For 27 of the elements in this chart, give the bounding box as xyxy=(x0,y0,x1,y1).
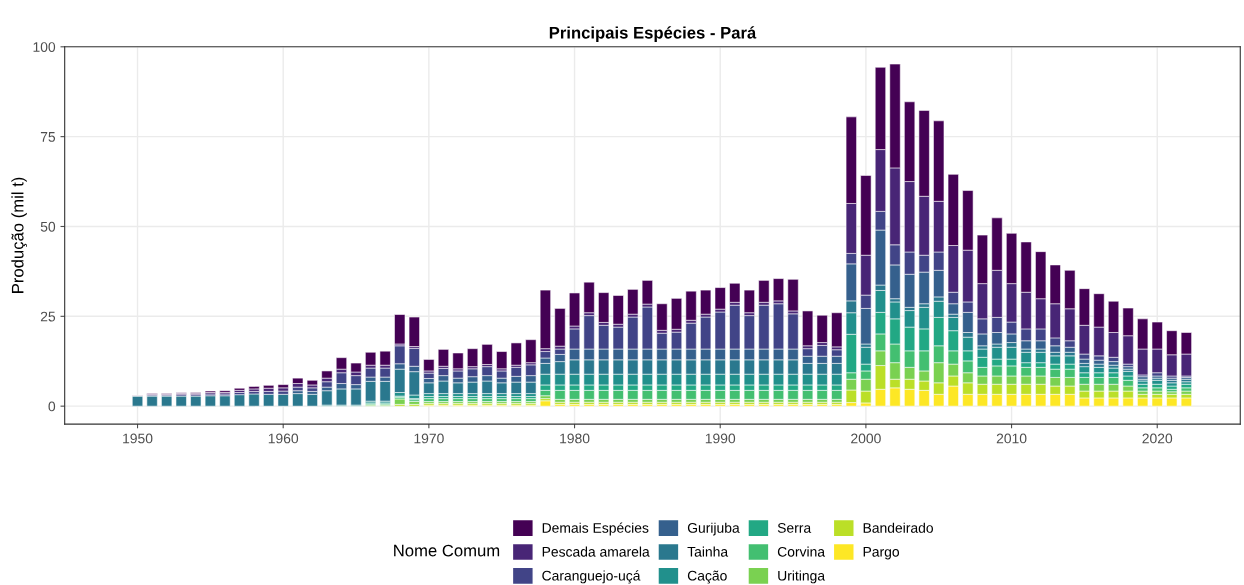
x-tick-label: 1980 xyxy=(560,433,590,444)
chart-title: Principais Espécies - Pará xyxy=(549,26,757,42)
legend-label: Cação xyxy=(687,570,727,584)
y-tick-label: 50 xyxy=(40,221,56,232)
legend-label: Pargo xyxy=(863,547,900,560)
x-tick-label: 2020 xyxy=(1142,433,1173,444)
y-tick-label: 25 xyxy=(40,311,56,322)
legend-label: Demais Espécies xyxy=(542,522,649,536)
legend-label: Tainha xyxy=(687,546,729,557)
x-tick-label: 1960 xyxy=(268,433,299,444)
x-tick-label: 1970 xyxy=(414,433,444,444)
legend-label: Gurijuba xyxy=(687,522,740,536)
legend-label: Bandeirado xyxy=(863,522,933,533)
y-axis-title: Produção (mil t) xyxy=(11,177,27,293)
legend-label: Caranguejo-uçá xyxy=(542,570,641,584)
legend-label: Serra xyxy=(777,522,812,533)
y-tick-label: 100 xyxy=(33,42,56,52)
legend-label: Pescada amarela xyxy=(542,546,650,557)
x-tick-label: 2010 xyxy=(996,433,1027,444)
y-tick-label: 0 xyxy=(48,401,56,412)
x-tick-label: 2000 xyxy=(851,433,881,444)
y-tick-label: 75 xyxy=(40,132,56,142)
x-tick-label: 1990 xyxy=(705,433,736,444)
legend-label: Uritinga xyxy=(778,570,826,584)
legend-label: Corvina xyxy=(777,546,826,557)
x-tick-label: 1950 xyxy=(123,433,153,444)
legend-title: Nome Comum xyxy=(394,544,500,557)
